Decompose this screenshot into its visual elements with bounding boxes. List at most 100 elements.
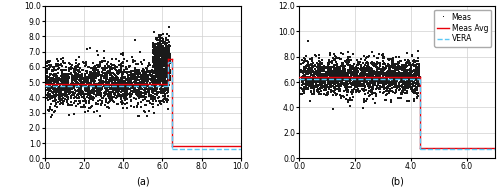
- Meas: [320, 80, 328, 84]
- Point: [68, 76, 76, 79]
- Point: [46, 94, 54, 97]
- Meas: [404, 74, 412, 77]
- Meas: [308, 73, 316, 76]
- Point: [142, 72, 150, 75]
- Meas: [304, 61, 312, 64]
- Meas: [408, 84, 416, 87]
- Point: [109, 81, 117, 84]
- Meas: [368, 81, 376, 84]
- Point: [160, 63, 168, 66]
- Point: [152, 74, 160, 77]
- Meas: [373, 85, 381, 88]
- Point: [52, 88, 60, 91]
- Point: [134, 94, 142, 97]
- Meas: [384, 69, 392, 72]
- Meas: [344, 90, 352, 93]
- Meas: [397, 73, 405, 76]
- Meas: [386, 76, 394, 79]
- Point: [92, 94, 100, 97]
- Meas: [368, 97, 376, 100]
- Point: [64, 76, 72, 80]
- Meas: [308, 86, 316, 89]
- Point: [66, 90, 74, 93]
- Point: [148, 79, 156, 82]
- Point: [81, 105, 89, 108]
- Point: [98, 82, 106, 85]
- Point: [76, 88, 84, 91]
- Meas: [366, 70, 374, 73]
- Point: [44, 75, 52, 78]
- Meas: [362, 69, 370, 73]
- Point: [150, 59, 158, 62]
- Point: [154, 53, 162, 56]
- Meas: [333, 62, 341, 65]
- Point: [97, 80, 105, 83]
- Point: [126, 69, 134, 72]
- Point: [144, 78, 152, 81]
- Meas: [390, 78, 398, 81]
- Meas: [399, 74, 407, 77]
- Point: [164, 47, 172, 50]
- Point: [112, 81, 120, 84]
- Point: [165, 75, 173, 78]
- Point: [102, 87, 110, 90]
- Point: [133, 70, 141, 73]
- Point: [72, 96, 80, 99]
- Point: [158, 52, 166, 55]
- Meas: [404, 60, 411, 63]
- Point: [48, 96, 56, 99]
- Point: [84, 85, 92, 88]
- Point: [165, 54, 173, 57]
- Point: [122, 94, 130, 97]
- Point: [166, 69, 174, 72]
- Meas: [321, 78, 329, 81]
- Point: [76, 83, 84, 86]
- Meas: [320, 76, 328, 79]
- Meas: [414, 60, 422, 63]
- Legend: Meas, Meas Avg, VERA: Meas, Meas Avg, VERA: [434, 10, 491, 47]
- Point: [164, 58, 172, 61]
- Point: [144, 75, 152, 78]
- Point: [145, 62, 153, 65]
- Point: [44, 79, 52, 82]
- Point: [153, 59, 161, 62]
- Point: [150, 64, 158, 68]
- Point: [140, 74, 148, 77]
- Meas: [388, 73, 396, 76]
- Point: [164, 99, 172, 102]
- Point: [158, 59, 166, 62]
- Point: [164, 81, 172, 84]
- Meas: [335, 78, 343, 81]
- Meas: [400, 81, 408, 85]
- Meas: [368, 87, 376, 90]
- Point: [159, 44, 167, 47]
- Meas: [336, 84, 344, 87]
- Point: [154, 48, 162, 51]
- Meas: [326, 70, 334, 74]
- Point: [58, 74, 66, 77]
- Point: [92, 72, 100, 75]
- Point: [128, 60, 136, 63]
- Point: [131, 71, 139, 74]
- Point: [103, 92, 111, 95]
- Meas: [368, 70, 376, 73]
- Point: [153, 68, 161, 71]
- Point: [136, 75, 144, 79]
- Meas: [341, 77, 349, 80]
- Point: [155, 75, 163, 78]
- Point: [160, 58, 168, 61]
- Point: [137, 60, 145, 63]
- Point: [106, 64, 114, 67]
- Meas: [316, 65, 324, 68]
- Meas: [347, 73, 355, 76]
- Point: [148, 70, 156, 73]
- Point: [68, 93, 76, 96]
- Meas: [398, 71, 406, 74]
- Point: [158, 72, 166, 75]
- Point: [79, 68, 87, 71]
- Point: [157, 63, 165, 66]
- Meas: [324, 77, 332, 80]
- Meas: [384, 73, 392, 76]
- Meas: [300, 89, 308, 92]
- Meas: [312, 83, 320, 86]
